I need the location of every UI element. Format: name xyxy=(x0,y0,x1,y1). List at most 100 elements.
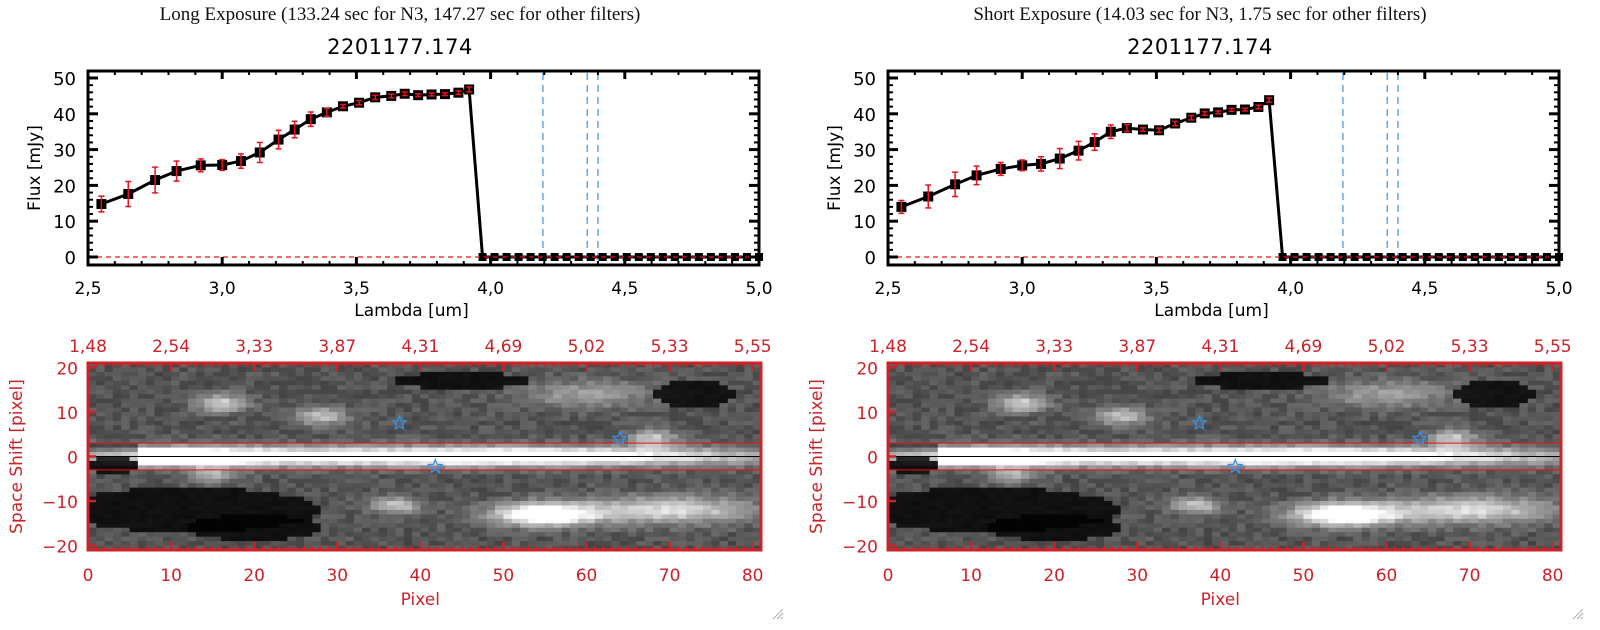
image-pixel xyxy=(129,443,139,449)
image-pixel xyxy=(1012,407,1022,413)
resize-grip-icon[interactable] xyxy=(770,606,784,620)
image-pixel xyxy=(137,434,147,440)
image-pixel xyxy=(1153,367,1163,373)
image-pixel xyxy=(611,420,621,426)
image-pixel xyxy=(528,527,538,533)
image-pixel xyxy=(1494,371,1504,377)
image-pixel xyxy=(237,447,247,453)
image-pixel xyxy=(436,394,446,400)
image-pixel xyxy=(1353,407,1363,413)
image-pixel xyxy=(88,536,97,542)
image-pixel xyxy=(686,420,696,426)
image-pixel xyxy=(1029,363,1039,369)
image-pixel xyxy=(96,460,106,466)
image-pixel xyxy=(387,367,397,373)
image-pixel xyxy=(736,385,745,391)
image-pixel xyxy=(1045,380,1055,386)
image-pixel xyxy=(370,514,380,520)
image-pixel xyxy=(619,483,629,489)
image-pixel xyxy=(461,403,471,409)
image-pixel xyxy=(644,523,654,529)
image-pixel xyxy=(162,385,172,391)
image-pixel xyxy=(752,483,762,489)
image-pixel xyxy=(511,487,521,493)
image-pixel xyxy=(727,541,737,547)
image-pixel xyxy=(553,505,563,511)
image-pixel xyxy=(1411,407,1421,413)
image-pixel xyxy=(470,394,480,400)
image-pixel xyxy=(370,478,380,484)
image-pixel xyxy=(137,483,147,489)
image-pixel xyxy=(279,518,289,524)
image-pixel xyxy=(362,514,372,520)
image-pixel xyxy=(162,434,172,440)
image-pixel xyxy=(436,456,446,462)
image-pixel xyxy=(528,478,538,484)
image-pixel xyxy=(628,492,637,498)
image-pixel xyxy=(1054,394,1064,400)
image-pixel xyxy=(711,478,721,484)
image-pixel xyxy=(320,411,330,418)
image-pixel xyxy=(677,447,687,453)
image-pixel xyxy=(420,389,430,395)
image-pixel xyxy=(204,385,214,391)
image-pixel xyxy=(1236,398,1246,404)
image-pixel xyxy=(146,443,156,449)
image-pixel xyxy=(1212,389,1221,395)
image-pixel xyxy=(345,487,355,493)
image-pixel xyxy=(528,545,538,551)
image-pixel xyxy=(179,438,189,444)
image-pixel xyxy=(370,465,380,471)
image-pixel xyxy=(503,376,513,382)
image-pixel xyxy=(528,438,538,444)
image-pixel xyxy=(628,460,637,466)
image-pixel xyxy=(196,452,205,458)
image-pixel xyxy=(1311,371,1321,377)
image-pixel xyxy=(1303,389,1313,395)
image-pixel xyxy=(686,523,696,529)
image-pixel xyxy=(171,523,180,529)
image-pixel xyxy=(694,465,704,471)
image-pixel xyxy=(461,469,471,475)
image-pixel xyxy=(702,398,712,404)
image-pixel xyxy=(254,518,264,524)
image-pixel xyxy=(1178,389,1188,395)
image-pixel xyxy=(279,425,289,431)
image-pixel xyxy=(162,403,172,409)
image-pixel xyxy=(1403,394,1413,400)
image-pixel xyxy=(711,501,721,507)
image-pixel xyxy=(702,532,712,538)
image-pixel xyxy=(129,465,139,471)
image-pixel xyxy=(971,380,980,386)
image-pixel xyxy=(1153,403,1163,409)
image-pixel xyxy=(536,420,546,426)
image-pixel xyxy=(594,367,604,373)
image-pixel xyxy=(104,509,114,515)
image-pixel xyxy=(586,514,596,520)
image-pixel xyxy=(121,474,131,480)
image-pixel xyxy=(561,456,571,462)
image-pixel xyxy=(652,363,662,369)
image-pixel xyxy=(378,518,388,524)
image-pixel xyxy=(544,505,554,511)
image-pixel xyxy=(270,536,280,542)
image-pixel xyxy=(353,420,363,426)
image-pixel xyxy=(644,385,654,391)
image-pixel xyxy=(245,380,255,386)
y-tick-label: 0 xyxy=(65,248,76,269)
image-pixel xyxy=(254,505,264,511)
image-pixel xyxy=(619,447,629,453)
image-pixel xyxy=(544,527,554,533)
image-pixel xyxy=(727,465,737,471)
image-pixel xyxy=(929,389,939,395)
image-pixel xyxy=(237,398,247,404)
image-pixel xyxy=(370,469,380,475)
image-pixel xyxy=(295,416,305,422)
image-pixel xyxy=(88,376,97,382)
image-pixel xyxy=(569,411,579,418)
image-pixel xyxy=(544,452,554,458)
image-pixel xyxy=(644,505,654,511)
image-pixel xyxy=(1062,385,1072,391)
image-pixel xyxy=(328,411,338,418)
image-pixel xyxy=(171,452,180,458)
